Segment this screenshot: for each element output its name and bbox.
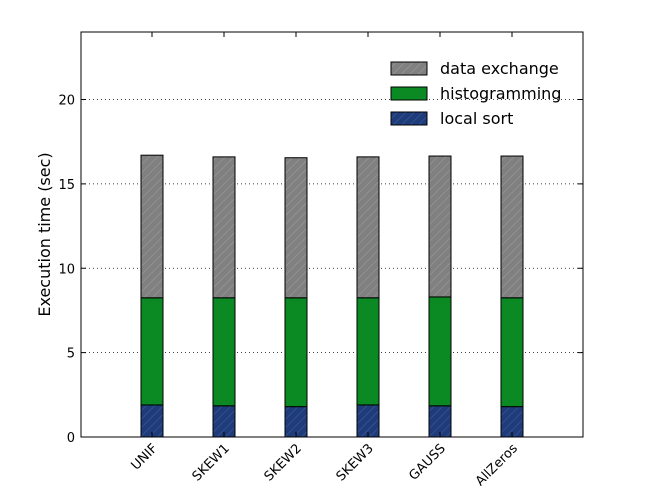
legend-label: local sort xyxy=(440,109,513,128)
legend-swatch-outline xyxy=(390,86,428,101)
legend-swatch-outline xyxy=(390,111,428,126)
bar-data-exchange-unif xyxy=(140,154,164,299)
bar-outline xyxy=(356,156,380,299)
bar-hatch xyxy=(141,404,163,437)
legend-label: histogramming xyxy=(440,84,561,103)
bar-local-sort-skew2 xyxy=(284,406,308,438)
bar-outline xyxy=(212,156,236,299)
plot-area-frame xyxy=(80,31,584,438)
legend-swatch-hatch xyxy=(391,62,427,75)
legend-item-local-sort: local sort xyxy=(390,109,513,128)
x-tick-label: GAUSS xyxy=(406,441,448,483)
bar-fill xyxy=(141,297,163,405)
bar-fill xyxy=(285,297,307,407)
bars xyxy=(140,154,524,438)
y-tick-label: 20 xyxy=(58,94,75,109)
bar-outline xyxy=(284,157,308,299)
legend: data exchange histogramming local sort xyxy=(390,59,561,128)
y-tick-label: 15 xyxy=(58,178,75,193)
x-tick-label: UNIF xyxy=(129,441,161,473)
bar-histogramming-unif xyxy=(140,297,164,406)
bar-histogramming-skew3 xyxy=(356,297,380,406)
bar-data-exchange-gauss xyxy=(428,155,452,298)
x-tick-label: SKEW3 xyxy=(334,441,377,484)
bar-hatch xyxy=(429,156,451,297)
bar-hatch xyxy=(501,156,523,298)
bar-data-exchange-allzeros xyxy=(500,155,524,299)
bar-fill xyxy=(501,297,523,407)
bar-hatch xyxy=(213,405,235,437)
bar-local-sort-skew3 xyxy=(356,404,380,438)
legend-swatch-outline xyxy=(390,61,428,76)
x-tick-label: AllZeros xyxy=(473,441,521,486)
bar-hatch xyxy=(357,156,379,298)
bar-fill xyxy=(213,297,235,406)
bar-local-sort-gauss xyxy=(428,405,452,438)
bar-outline xyxy=(428,155,452,298)
y-tick-label: 5 xyxy=(67,347,75,362)
bar-data-exchange-skew3 xyxy=(356,156,380,299)
legend-item-data-exchange: data exchange xyxy=(390,59,559,78)
bar-fill xyxy=(357,297,379,405)
legend-swatch-hatch xyxy=(391,112,427,125)
x-tick-label: SKEW2 xyxy=(262,441,305,484)
bar-hatch xyxy=(285,406,307,437)
legend-label: data exchange xyxy=(440,59,559,78)
bar-outline xyxy=(500,155,524,299)
y-tick-label: 0 xyxy=(67,431,75,446)
bar-data-exchange-skew1 xyxy=(212,156,236,299)
y-axis-ticks: 0 5 10 15 20 xyxy=(58,94,583,446)
bar-hatch xyxy=(213,156,235,298)
bar-data-exchange-skew2 xyxy=(284,157,308,299)
bar-outline xyxy=(140,154,164,299)
bar-hatch xyxy=(429,405,451,437)
bar-hatch xyxy=(141,155,163,298)
bar-fill xyxy=(429,296,451,406)
legend-item-histogramming: histogramming xyxy=(390,84,561,103)
bar-local-sort-allzeros xyxy=(500,406,524,438)
bar-hatch xyxy=(357,404,379,437)
bar-histogramming-skew2 xyxy=(284,297,308,408)
bar-histogramming-allzeros xyxy=(500,297,524,408)
bar-histogramming-skew1 xyxy=(212,297,236,407)
legend-swatch xyxy=(391,87,427,100)
y-tick-label: 10 xyxy=(58,262,75,277)
y-axis-title: Execution time (sec) xyxy=(35,152,54,316)
x-tick-label: SKEW1 xyxy=(190,441,233,484)
bar-hatch xyxy=(501,406,523,437)
bar-histogramming-gauss xyxy=(428,296,452,407)
bar-hatch xyxy=(285,157,307,298)
